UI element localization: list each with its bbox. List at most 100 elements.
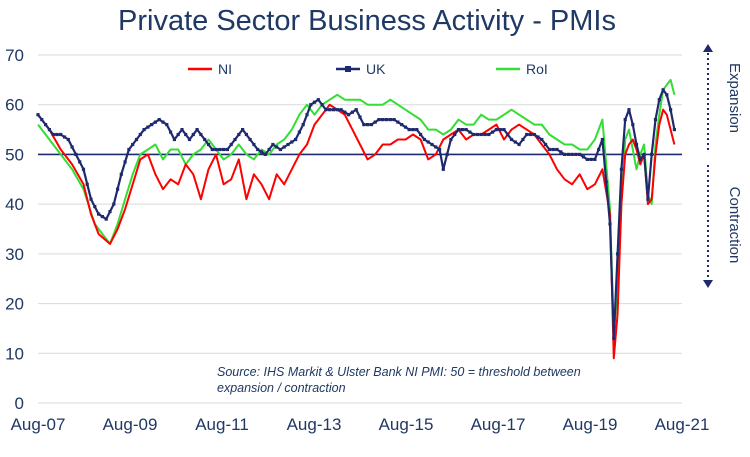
- x-tick-label: Aug-07: [11, 415, 66, 434]
- uk-marker: [377, 118, 381, 122]
- uk-marker: [456, 128, 461, 132]
- uk-marker: [142, 128, 146, 132]
- uk-marker: [403, 125, 408, 129]
- uk-marker: [604, 180, 608, 184]
- uk-marker: [502, 128, 506, 132]
- uk-marker: [517, 142, 521, 147]
- uk-marker: [335, 108, 339, 112]
- uk-marker: [634, 142, 639, 147]
- uk-marker: [396, 120, 400, 124]
- uk-marker: [419, 132, 423, 137]
- uk-marker: [445, 152, 449, 156]
- uk-marker: [271, 142, 275, 147]
- x-tick-label: Aug-11: [195, 415, 249, 434]
- uk-marker: [104, 217, 108, 221]
- uk-marker: [305, 113, 309, 117]
- uk-marker: [638, 157, 642, 161]
- uk-marker: [278, 147, 282, 152]
- uk-marker: [324, 108, 328, 112]
- uk-marker: [426, 140, 430, 144]
- uk-marker: [210, 147, 214, 152]
- uk-marker: [657, 98, 661, 102]
- expansion-label: Expansion: [726, 63, 743, 133]
- uk-marker: [237, 132, 241, 137]
- uk-marker: [559, 150, 563, 154]
- uk-marker: [400, 123, 404, 127]
- legend-item-roi: RoI: [496, 61, 548, 77]
- x-axis-tick-labels: Aug-07 Aug-09 Aug-11 Aug-13 Aug-15 Aug-17 Aug-…: [11, 415, 710, 434]
- uk-marker: [112, 202, 116, 206]
- uk-marker: [206, 142, 211, 147]
- uk-marker: [180, 128, 184, 132]
- legend-item-uk: UK: [336, 61, 386, 77]
- uk-marker: [528, 132, 533, 137]
- uk-marker: [89, 197, 93, 201]
- y-tick-label: 40: [5, 195, 24, 214]
- y-tick-label: 0: [15, 394, 24, 413]
- uk-marker: [487, 132, 491, 137]
- uk-marker: [475, 132, 479, 137]
- source-note-line2: expansion / contraction: [217, 381, 346, 395]
- series-roi: [37, 78, 676, 335]
- uk-marker: [176, 132, 180, 137]
- gridlines: [38, 54, 682, 404]
- x-tick-label: Aug-19: [563, 415, 618, 434]
- uk-marker: [153, 120, 157, 124]
- uk-marker: [608, 222, 612, 226]
- uk-marker: [373, 120, 377, 124]
- uk-marker: [172, 137, 176, 142]
- uk-marker: [574, 152, 578, 156]
- uk-marker: [506, 132, 510, 137]
- uk-marker: [93, 205, 97, 209]
- uk-marker: [650, 152, 654, 156]
- uk-marker: [275, 145, 279, 149]
- uk-marker: [407, 128, 411, 132]
- uk-marker: [593, 157, 597, 161]
- uk-marker: [62, 135, 67, 139]
- uk-marker: [51, 132, 55, 137]
- uk-marker: [411, 128, 415, 132]
- uk-marker: [47, 128, 51, 132]
- uk-marker: [589, 157, 593, 161]
- uk-marker: [301, 123, 305, 127]
- uk-marker: [532, 132, 536, 137]
- legend: NI UK RoI: [188, 61, 548, 77]
- uk-marker: [165, 123, 169, 127]
- uk-marker: [597, 147, 601, 152]
- uk-marker: [653, 118, 658, 122]
- uk-marker: [570, 152, 574, 156]
- uk-marker: [81, 167, 86, 171]
- uk-marker: [85, 182, 89, 186]
- uk-marker: [66, 137, 70, 142]
- uk-marker: [36, 113, 40, 117]
- uk-marker: [646, 197, 650, 201]
- uk-marker: [331, 108, 336, 112]
- uk-marker: [116, 187, 120, 191]
- uk-marker: [169, 130, 173, 134]
- uk-marker: [555, 147, 559, 152]
- uk-marker: [669, 108, 673, 112]
- uk-marker: [244, 132, 248, 137]
- series-lines: [36, 78, 676, 360]
- uk-marker: [494, 128, 498, 132]
- uk-marker: [55, 132, 59, 137]
- y-axis-tick-labels: 0 10 20 30 40 50 60 70: [5, 46, 24, 413]
- uk-marker: [119, 172, 123, 176]
- uk-marker: [415, 128, 419, 132]
- uk-marker: [74, 152, 78, 156]
- uk-marker: [203, 137, 207, 142]
- uk-marker: [218, 147, 222, 152]
- uk-marker: [578, 152, 582, 156]
- uk-marker: [381, 118, 385, 122]
- uk-marker: [642, 152, 646, 156]
- uk-marker: [339, 108, 343, 112]
- uk-marker: [199, 132, 203, 137]
- uk-marker: [97, 212, 101, 216]
- uk-marker: [350, 110, 354, 114]
- uk-marker: [146, 125, 150, 129]
- uk-marker: [438, 147, 442, 152]
- uk-marker: [472, 132, 476, 137]
- uk-marker: [294, 137, 298, 142]
- uk-marker: [479, 132, 483, 137]
